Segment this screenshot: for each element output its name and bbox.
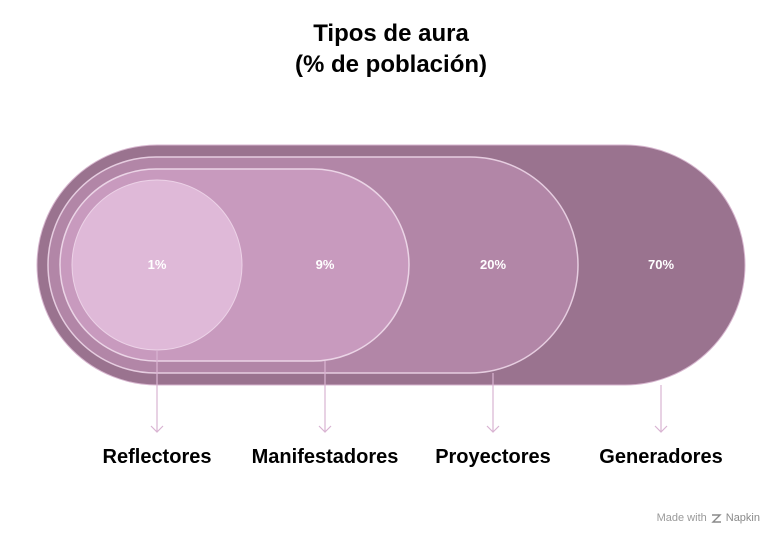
reflectores-percent: 1%	[148, 257, 167, 272]
title-line-1: Tipos de aura	[313, 20, 469, 47]
napkin-logo-icon	[711, 513, 722, 523]
label-manifestadores: Manifestadores	[251, 446, 399, 468]
label-generadores: Generadores	[599, 446, 723, 468]
generadores-percent: 70%	[648, 257, 674, 272]
label-reflectores: Reflectores	[102, 446, 212, 468]
title-line-2: (% de población)	[295, 51, 487, 78]
arrow-manifestadores	[318, 361, 332, 433]
manifestadores-percent: 9%	[316, 257, 335, 272]
arrow-generadores	[654, 385, 668, 433]
made-with-text: Made with	[656, 512, 707, 524]
made-with-napkin-watermark: Made with Napkin	[657, 512, 760, 524]
label-proyectores: Proyectores	[435, 446, 551, 468]
diagram-title: Tipos de aura (% de población)	[0, 18, 782, 80]
arrow-reflectores	[150, 350, 164, 433]
proyectores-percent: 20%	[480, 257, 506, 272]
arrow-proyectores	[486, 373, 500, 433]
napkin-brand-text: Napkin	[725, 512, 760, 524]
